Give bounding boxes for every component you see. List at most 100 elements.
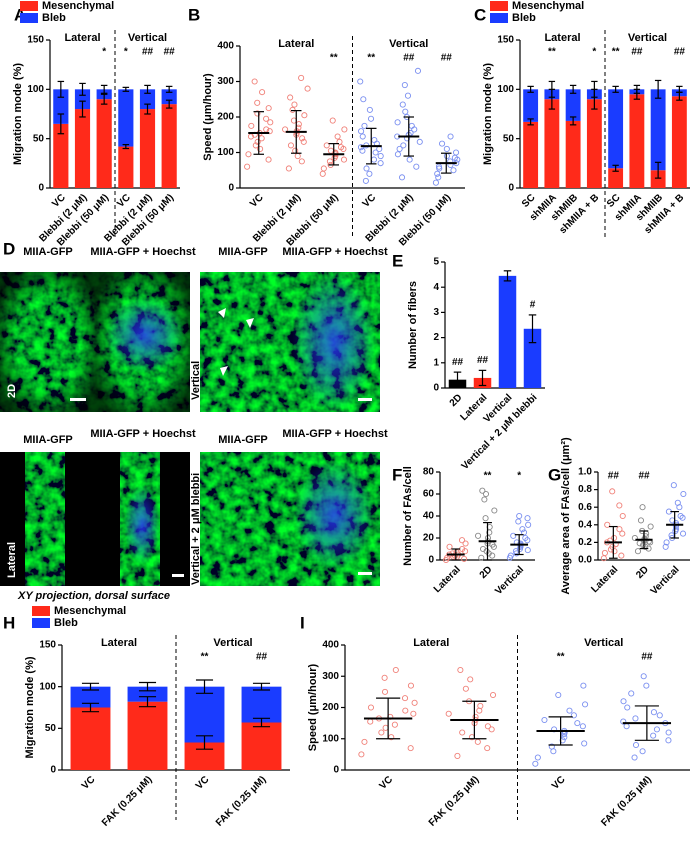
data-point [479, 545, 487, 553]
data-point [447, 133, 454, 140]
data-point [639, 504, 646, 511]
y-axis-title: Average area of FAs/cell (μm²) [560, 437, 572, 595]
data-point [479, 487, 486, 494]
x-tick-label: VC [80, 774, 98, 792]
data-point [341, 126, 348, 133]
data-point [449, 550, 456, 557]
y-tick-label: 0 [50, 765, 56, 776]
legend-swatch [20, 13, 38, 23]
row-label: Vertical [190, 361, 202, 400]
y-tick-label: 50 [45, 723, 57, 734]
y-tick-label: 3 [433, 307, 439, 318]
row-label: Vertical + 2 μM blebbi [190, 473, 202, 585]
data-point [381, 674, 388, 681]
data-point [287, 142, 295, 149]
data-point [287, 94, 294, 101]
bar-segment [96, 99, 112, 188]
data-point [259, 89, 266, 96]
data-point [620, 698, 627, 705]
y-tick-label: 20 [423, 533, 435, 544]
bar-segment [544, 99, 560, 188]
data-point [291, 101, 298, 108]
y-tick-label: 300 [217, 76, 234, 87]
data-point [410, 710, 417, 717]
legend-label: Mesenchymal [42, 0, 114, 12]
data-point [298, 158, 305, 165]
data-point [248, 122, 255, 129]
bar-segment [629, 94, 645, 188]
data-point [515, 518, 522, 525]
bar [498, 275, 517, 388]
data-point [443, 152, 450, 160]
data-point [366, 106, 373, 113]
data-point [254, 99, 261, 106]
data-point [358, 751, 365, 758]
data-point [267, 119, 274, 126]
significance: ** [612, 47, 620, 58]
data-point [611, 534, 618, 542]
data-point [650, 709, 657, 716]
data-point [435, 174, 442, 181]
legend-swatch [32, 606, 50, 616]
y-tick-label: 100 [322, 733, 339, 744]
data-point [378, 729, 385, 736]
y-tick-label: 100 [217, 147, 234, 158]
significance: ## [142, 47, 154, 58]
data-point [680, 490, 687, 498]
bar-segment [650, 170, 666, 188]
x-tick-label: 2D [448, 392, 465, 409]
data-point [382, 724, 389, 731]
data-point [407, 745, 414, 752]
data-point [524, 547, 531, 554]
data-point [461, 555, 468, 562]
data-point [443, 145, 450, 152]
data-point [623, 723, 630, 730]
bar-segment [184, 686, 225, 743]
data-point [376, 145, 383, 152]
data-point [319, 170, 326, 177]
data-point [665, 729, 672, 736]
y-tick-label: 400 [217, 41, 234, 52]
data-point [570, 712, 577, 719]
significance: ** [548, 47, 556, 58]
scale-bar [172, 574, 184, 577]
data-point [394, 151, 401, 158]
data-point [392, 666, 399, 674]
group-label: Vertical [213, 637, 252, 649]
group-label: Vertical [389, 38, 428, 50]
data-point [519, 526, 526, 533]
data-point [458, 537, 466, 544]
data-point [337, 144, 345, 151]
row-label: Lateral [6, 542, 18, 578]
y-tick-label: 50 [33, 133, 45, 144]
image-vignette [96, 272, 190, 412]
y-tick-label: 100 [39, 681, 56, 692]
data-point [525, 521, 532, 528]
data-point [295, 121, 302, 128]
data-point [663, 539, 670, 546]
y-axis-title: Speed (μm/hour) [202, 73, 214, 161]
data-point [381, 688, 389, 695]
y-tick-label: 200 [217, 112, 234, 123]
legend-swatch [20, 1, 38, 11]
data-point [300, 138, 307, 145]
data-point [618, 552, 625, 559]
significance: ** [484, 471, 492, 482]
data-point [446, 543, 453, 550]
scale-bar [358, 572, 372, 575]
bar-segment [139, 109, 156, 188]
image-title: MIIA-GFP + Hoechst [90, 246, 196, 258]
group-label: Lateral [101, 637, 137, 649]
micrograph-vertical: MIIA-GFP MIIA-GFP + Hoechst Vertical [190, 246, 388, 412]
bar-segment [565, 89, 581, 121]
data-point [488, 726, 495, 733]
data-point [361, 122, 368, 129]
bar-segment [53, 123, 69, 188]
data-point [377, 160, 384, 167]
data-point [482, 515, 489, 522]
image-gfp [200, 452, 288, 586]
data-point [491, 507, 498, 514]
y-tick-label: 0.2 [578, 537, 592, 548]
data-point [359, 133, 366, 140]
significance: ## [638, 471, 650, 482]
